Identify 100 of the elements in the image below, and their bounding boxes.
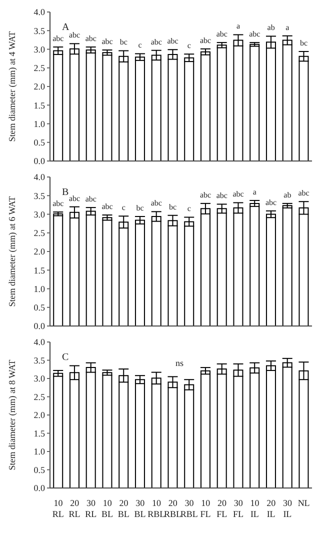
x-tick-label: 30 BL: [134, 498, 146, 519]
bar: [184, 57, 194, 161]
x-tick-label: 30 FL: [233, 498, 244, 519]
text: A: [62, 22, 70, 33]
bar: [200, 370, 210, 488]
bar: [102, 52, 112, 161]
y-tick-label: 1.0: [34, 284, 46, 294]
bar: [282, 362, 292, 488]
annotation: abc: [167, 36, 179, 46]
x-tick-label: 10 RL: [52, 498, 64, 519]
bar: [53, 50, 64, 161]
annotation: abc: [102, 202, 114, 211]
y-tick-label: 4.0: [34, 7, 46, 18]
annotation: abc: [200, 36, 212, 45]
annotation: abc: [102, 36, 114, 46]
bar: [282, 40, 292, 161]
bar: [250, 367, 260, 488]
annotation: c: [187, 41, 192, 50]
annotation: abc: [85, 34, 97, 44]
annotation: bc: [300, 38, 308, 48]
text: B: [62, 187, 69, 198]
annotation: abc: [232, 190, 244, 199]
bar: [134, 56, 145, 161]
bar: [102, 217, 112, 326]
y-tick-label: 3.5: [34, 355, 46, 366]
bar: [184, 221, 194, 326]
annotation: abc: [150, 37, 162, 46]
y-tick-label: 2.5: [34, 392, 46, 402]
annotation: abc: [52, 199, 64, 208]
y-tick-label: 4.0: [34, 172, 46, 182]
x-tick-label: 10 RBL: [148, 498, 166, 519]
x-tick-label: 30 RL: [85, 498, 97, 519]
bar: [282, 205, 292, 326]
annotation: bc: [120, 38, 128, 47]
y-tick-label: 2.0: [34, 82, 46, 92]
annotation: a: [286, 22, 290, 32]
bar: [298, 56, 309, 161]
x-tick-label: 20 FL: [216, 498, 228, 519]
y-tick-label: 1.0: [34, 118, 46, 129]
bar: [86, 49, 96, 161]
annotation: abc: [150, 198, 162, 208]
y-axis-title: Stem diameter (mm) at 6 WAT: [7, 196, 18, 307]
y-tick-label: 1.5: [34, 428, 46, 438]
annotation: abc: [85, 194, 97, 204]
x-tick-label: 10 BL: [102, 498, 114, 519]
y-axis-title: Stem diameter (mm) at 4 WAT: [7, 30, 18, 142]
annotation: bc: [169, 202, 178, 212]
x-tick-label: NL: [298, 498, 310, 508]
y-tick-label: 0.0: [34, 321, 46, 332]
y-tick-label: 3.0: [34, 374, 46, 384]
bar: [134, 379, 145, 488]
y-tick-label: 2.5: [34, 63, 46, 74]
bar: [266, 365, 276, 488]
bar: [86, 367, 96, 488]
y-tick-label: 1.0: [34, 446, 46, 457]
x-tick-label: 20 RBL: [164, 498, 182, 519]
annotation: abc: [52, 34, 64, 44]
text: C: [62, 352, 69, 363]
x-tick-label: 20 RL: [68, 498, 80, 519]
y-tick-label: 2.0: [34, 246, 46, 257]
x-tick-label: 30 RBL: [180, 498, 198, 519]
annotation: c: [187, 204, 192, 214]
annotation: abc: [200, 190, 212, 200]
annotation: bc: [136, 203, 144, 212]
bar: [266, 214, 276, 326]
bar: [134, 220, 145, 326]
annotation: abc: [216, 30, 228, 39]
y-tick-label: 0.5: [34, 138, 46, 148]
bar: [216, 44, 227, 161]
annotation: ab: [284, 190, 292, 200]
y-tick-label: 1.5: [34, 100, 46, 110]
annotation: abc: [298, 188, 310, 198]
x-tick-label: 20 IL: [266, 498, 276, 519]
bar: [250, 202, 260, 326]
y-tick-label: 0.5: [34, 464, 46, 475]
bar: [53, 372, 64, 488]
y-tick-label: 1.5: [34, 265, 46, 276]
x-tick-label: 30 IL: [282, 498, 292, 519]
y-axis-title: Stem diameter (mm) at 8 WAT: [7, 359, 18, 470]
annotation: abc: [69, 30, 81, 40]
annotation: ab: [267, 23, 275, 32]
bar: [250, 44, 260, 161]
annotation: abc: [69, 194, 81, 203]
y-tick-label: 0.0: [34, 483, 46, 494]
annotation: ns: [175, 358, 184, 368]
annotation: c: [122, 203, 126, 212]
bar: [168, 54, 178, 161]
bar: [86, 210, 96, 326]
x-tick-label: 10 IL: [250, 498, 260, 519]
bar: [102, 372, 112, 488]
y-tick-label: 0.5: [34, 302, 46, 313]
y-tick-label: 2.5: [34, 228, 46, 238]
annotation: c: [138, 40, 142, 50]
y-tick-label: 4.0: [34, 337, 46, 348]
x-tick-label: 10 FL: [200, 498, 211, 519]
bar: [200, 51, 210, 161]
y-tick-label: 2.0: [34, 410, 46, 420]
annotation: abc: [266, 198, 278, 207]
y-tick-label: 3.5: [34, 190, 46, 201]
annotation: abc: [249, 30, 261, 39]
